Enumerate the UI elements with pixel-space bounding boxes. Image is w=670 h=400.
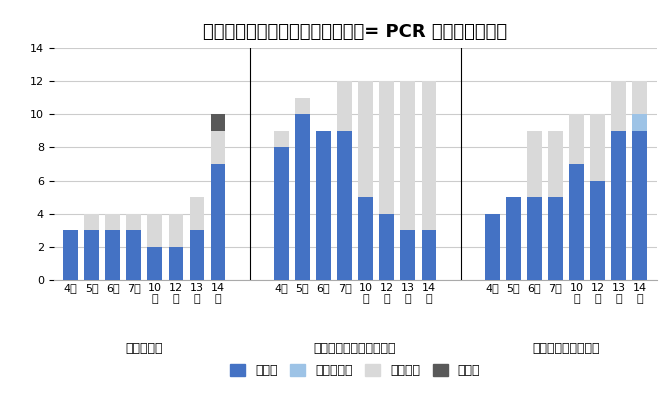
Bar bbox=[84, 230, 99, 280]
Bar bbox=[147, 214, 162, 247]
Bar bbox=[274, 131, 289, 148]
Bar bbox=[569, 114, 584, 164]
Bar bbox=[590, 114, 605, 180]
Bar bbox=[611, 81, 626, 131]
Bar bbox=[84, 214, 99, 230]
Bar bbox=[421, 230, 436, 280]
Bar bbox=[611, 131, 626, 280]
Bar bbox=[169, 214, 184, 247]
Bar bbox=[379, 81, 394, 214]
Bar bbox=[127, 214, 141, 230]
Bar bbox=[632, 81, 647, 114]
Bar bbox=[632, 131, 647, 280]
Bar bbox=[590, 180, 605, 280]
Bar bbox=[632, 114, 647, 131]
Bar bbox=[210, 131, 225, 164]
Bar bbox=[169, 247, 184, 280]
Bar bbox=[105, 230, 120, 280]
Bar bbox=[401, 230, 415, 280]
Bar bbox=[210, 114, 225, 131]
Bar bbox=[485, 214, 500, 280]
Bar bbox=[569, 164, 584, 280]
Text: 国内発症者: 国内発症者 bbox=[125, 342, 163, 356]
Text: 国内発症者（渡航歴有）: 国内発症者（渡航歴有） bbox=[314, 342, 397, 356]
Bar bbox=[316, 131, 331, 280]
Bar bbox=[337, 131, 352, 280]
Bar bbox=[295, 114, 310, 280]
Bar bbox=[548, 197, 563, 280]
Bar bbox=[190, 230, 204, 280]
Bar bbox=[379, 214, 394, 280]
Legend: 患者数, 無症患者数, 退院者数, 死者数: 患者数, 無症患者数, 退院者数, 死者数 bbox=[226, 360, 484, 381]
Bar bbox=[358, 197, 373, 280]
Bar bbox=[527, 131, 541, 197]
Bar bbox=[358, 81, 373, 197]
Bar bbox=[506, 197, 521, 280]
Title: 新型コロナウイルスの感染確認（= PCR 検査陽性）者数: 新型コロナウイルスの感染確認（= PCR 検査陽性）者数 bbox=[203, 23, 507, 41]
Bar bbox=[210, 164, 225, 280]
Bar bbox=[421, 81, 436, 230]
Bar bbox=[147, 247, 162, 280]
Bar bbox=[527, 197, 541, 280]
Text: チャーター機利用者: チャーター機利用者 bbox=[532, 342, 600, 356]
Bar bbox=[190, 197, 204, 230]
Bar bbox=[295, 98, 310, 114]
Bar bbox=[401, 81, 415, 230]
Bar bbox=[274, 148, 289, 280]
Bar bbox=[337, 81, 352, 131]
Bar bbox=[127, 230, 141, 280]
Bar bbox=[105, 214, 120, 230]
Bar bbox=[63, 230, 78, 280]
Bar bbox=[548, 131, 563, 197]
